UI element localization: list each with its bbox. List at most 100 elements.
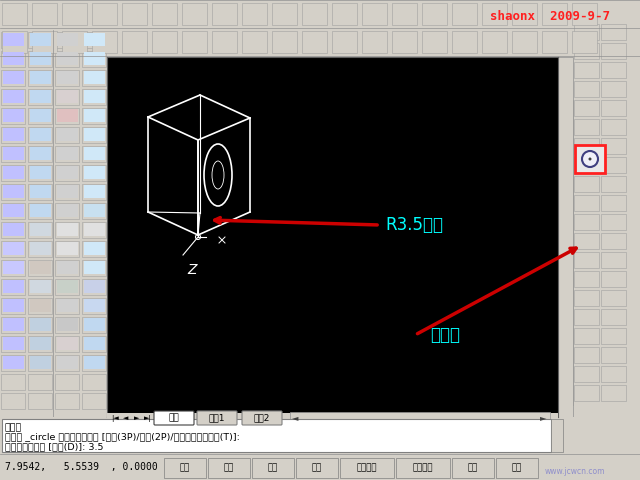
- Bar: [482, 31, 507, 53]
- FancyBboxPatch shape: [574, 290, 599, 306]
- Bar: [84, 318, 105, 331]
- FancyBboxPatch shape: [574, 43, 599, 59]
- FancyBboxPatch shape: [601, 347, 626, 363]
- FancyBboxPatch shape: [574, 233, 599, 249]
- FancyBboxPatch shape: [55, 374, 79, 390]
- Bar: [30, 204, 51, 217]
- FancyBboxPatch shape: [574, 195, 599, 211]
- FancyBboxPatch shape: [1, 393, 25, 409]
- Bar: [84, 242, 105, 255]
- FancyBboxPatch shape: [55, 222, 79, 238]
- Bar: [242, 31, 267, 53]
- Bar: [84, 337, 105, 350]
- Bar: [152, 31, 177, 53]
- Bar: [3, 299, 24, 312]
- Bar: [57, 52, 78, 65]
- Bar: [30, 337, 51, 350]
- Bar: [57, 261, 78, 274]
- Bar: [3, 109, 24, 122]
- FancyBboxPatch shape: [574, 138, 599, 154]
- Bar: [57, 166, 78, 179]
- Bar: [84, 52, 105, 65]
- Bar: [32, 3, 57, 25]
- Bar: [3, 71, 24, 84]
- FancyBboxPatch shape: [55, 51, 79, 67]
- Bar: [362, 3, 387, 25]
- Bar: [84, 166, 105, 179]
- Bar: [107, 57, 558, 417]
- FancyBboxPatch shape: [574, 385, 599, 401]
- FancyBboxPatch shape: [28, 70, 52, 86]
- FancyBboxPatch shape: [601, 233, 626, 249]
- FancyBboxPatch shape: [82, 279, 106, 295]
- Bar: [30, 147, 51, 160]
- Bar: [84, 90, 105, 103]
- FancyBboxPatch shape: [82, 260, 106, 276]
- Bar: [30, 223, 51, 236]
- Bar: [84, 147, 105, 160]
- FancyBboxPatch shape: [28, 108, 52, 124]
- Bar: [3, 242, 24, 255]
- Ellipse shape: [582, 151, 598, 167]
- Bar: [62, 3, 87, 25]
- Bar: [57, 128, 78, 141]
- FancyBboxPatch shape: [55, 70, 79, 86]
- FancyBboxPatch shape: [55, 165, 79, 181]
- Bar: [57, 318, 78, 331]
- Bar: [57, 223, 78, 236]
- Bar: [3, 147, 24, 160]
- FancyBboxPatch shape: [601, 195, 626, 211]
- FancyBboxPatch shape: [574, 309, 599, 325]
- Text: 布局1: 布局1: [209, 413, 225, 422]
- Bar: [84, 261, 105, 274]
- FancyBboxPatch shape: [82, 32, 106, 48]
- FancyBboxPatch shape: [55, 241, 79, 257]
- Bar: [362, 31, 387, 53]
- Bar: [422, 3, 447, 25]
- Bar: [57, 185, 78, 198]
- Text: www.jcwcn.com: www.jcwcn.com: [545, 468, 605, 477]
- FancyBboxPatch shape: [197, 411, 237, 425]
- FancyBboxPatch shape: [208, 458, 250, 478]
- Bar: [182, 31, 207, 53]
- FancyBboxPatch shape: [1, 279, 25, 295]
- FancyBboxPatch shape: [1, 317, 25, 333]
- Bar: [57, 242, 78, 255]
- Bar: [57, 204, 78, 217]
- FancyBboxPatch shape: [55, 89, 79, 105]
- FancyBboxPatch shape: [575, 145, 605, 173]
- FancyBboxPatch shape: [601, 271, 626, 287]
- Bar: [3, 128, 24, 141]
- Text: 命令：: 命令：: [5, 423, 22, 432]
- Text: ►: ►: [134, 415, 140, 421]
- Bar: [57, 90, 78, 103]
- Bar: [0, 417, 640, 454]
- FancyBboxPatch shape: [574, 81, 599, 97]
- FancyBboxPatch shape: [28, 127, 52, 143]
- Bar: [392, 3, 417, 25]
- Bar: [57, 356, 78, 369]
- Bar: [572, 31, 597, 53]
- FancyBboxPatch shape: [296, 458, 338, 478]
- Bar: [182, 3, 207, 25]
- Text: 对象捕捉: 对象捕捉: [356, 464, 377, 472]
- FancyBboxPatch shape: [28, 203, 52, 219]
- FancyBboxPatch shape: [82, 89, 106, 105]
- Bar: [452, 3, 477, 25]
- FancyBboxPatch shape: [574, 271, 599, 287]
- Bar: [512, 31, 537, 53]
- FancyBboxPatch shape: [1, 146, 25, 162]
- Bar: [30, 33, 51, 46]
- Text: 削格: 削格: [224, 464, 234, 472]
- FancyBboxPatch shape: [82, 127, 106, 143]
- FancyBboxPatch shape: [28, 279, 52, 295]
- FancyBboxPatch shape: [55, 203, 79, 219]
- Bar: [57, 299, 78, 312]
- FancyBboxPatch shape: [601, 366, 626, 382]
- FancyBboxPatch shape: [496, 458, 538, 478]
- Bar: [152, 3, 177, 25]
- FancyBboxPatch shape: [574, 24, 599, 40]
- Bar: [30, 242, 51, 255]
- Bar: [92, 31, 117, 53]
- FancyBboxPatch shape: [340, 458, 394, 478]
